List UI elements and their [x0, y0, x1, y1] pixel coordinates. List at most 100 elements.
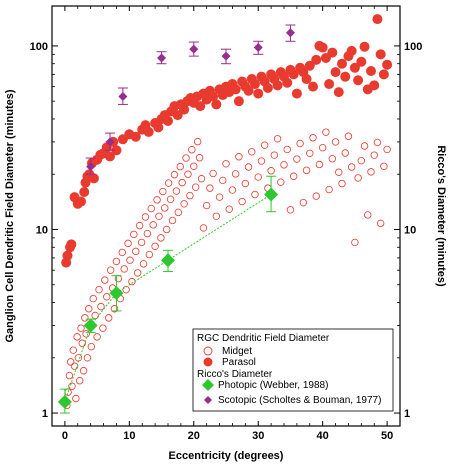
midget-point	[351, 238, 359, 247]
midget-point	[76, 377, 84, 385]
midget-point	[380, 162, 388, 170]
legend-group-rgc-title: RGC Dendritic Field Diameter	[197, 333, 330, 344]
midget-point	[87, 342, 96, 351]
midget-point	[318, 143, 327, 152]
midget-point	[328, 155, 337, 163]
parasol-point	[369, 80, 380, 91]
parasol-point	[359, 41, 370, 52]
axis-ticks: 0 10 20 30 40 50 1 1 10 10 100 100	[30, 6, 422, 442]
midget-point	[283, 145, 291, 154]
midget-point	[145, 250, 154, 259]
midget-point	[280, 161, 288, 169]
legend-parasol-label: Parasol	[222, 357, 256, 368]
midget-point	[225, 205, 233, 213]
midget-point	[193, 137, 202, 146]
legend-scotopic-marker	[204, 396, 212, 404]
midget-point	[325, 185, 333, 194]
midget-point	[238, 197, 246, 206]
midget-point	[228, 186, 237, 194]
midget-point	[155, 212, 163, 220]
parasol-point	[230, 84, 241, 95]
midget-point	[79, 367, 88, 375]
midget-point	[192, 183, 200, 191]
midget-point	[83, 354, 92, 362]
midget-point	[81, 314, 89, 322]
midget-point	[66, 358, 75, 366]
midget-point	[312, 192, 320, 200]
plot-area	[51, 5, 401, 427]
midget-point	[347, 163, 356, 171]
midget-point	[186, 191, 194, 200]
y-tick-label-right: 1	[404, 408, 410, 420]
midget-point	[299, 198, 308, 207]
parasol-point	[382, 59, 393, 70]
midget-point	[206, 184, 214, 192]
midget-point	[120, 265, 128, 273]
parasol-point	[288, 69, 299, 80]
parasol-point	[324, 79, 335, 90]
x-tick-label: 30	[252, 430, 264, 442]
midget-point	[65, 371, 74, 380]
parasol-point	[375, 49, 386, 60]
midget-point	[306, 149, 314, 158]
midget-point	[124, 239, 132, 248]
midget-point	[289, 172, 298, 180]
midget-point	[164, 179, 173, 187]
midget-point	[85, 305, 93, 313]
midget-point	[357, 156, 366, 165]
midget-point	[93, 333, 101, 341]
midget-point	[172, 187, 181, 195]
midget-point	[364, 211, 372, 219]
midget-point	[367, 168, 375, 176]
x-tick-label: 50	[381, 430, 393, 442]
parasol-point	[272, 80, 283, 91]
midget-point	[293, 155, 301, 163]
legend-photopic-marker	[202, 379, 214, 391]
x-tick-label: 20	[188, 430, 200, 442]
parasol-point	[366, 66, 376, 77]
y-tick-label-left: 1	[42, 408, 48, 420]
parasol-point	[282, 77, 293, 88]
midget-point	[73, 333, 81, 341]
midget-point	[370, 151, 378, 159]
parasol-point	[250, 79, 260, 90]
parasol-point	[378, 69, 389, 80]
data-marks	[57, 14, 393, 414]
parasol-point	[79, 187, 90, 198]
parasol-point	[346, 45, 357, 56]
midget-point	[360, 142, 369, 150]
parasol-point	[153, 122, 164, 133]
midget-point	[149, 221, 157, 229]
photopic-point	[161, 253, 175, 268]
midget-point	[69, 346, 77, 354]
scotopic-point	[221, 51, 231, 61]
midget-point	[130, 230, 138, 239]
parasol-point	[130, 131, 141, 142]
midget-point	[147, 204, 155, 213]
parasol-point	[76, 196, 86, 207]
parasol-point	[372, 14, 383, 25]
legend: RGC Dendritic Field Diameter Midget Para…	[192, 328, 394, 412]
legend-scotopic-label: Scotopic (Scholtes & Bouman, 1977)	[218, 395, 381, 406]
parasol-point	[353, 75, 364, 86]
parasol-point	[111, 145, 122, 156]
parasol-point	[233, 96, 244, 107]
midget-point	[197, 175, 206, 183]
midget-point	[335, 168, 343, 176]
midget-point	[286, 206, 295, 214]
midget-point	[322, 128, 330, 136]
midget-point	[222, 160, 230, 168]
midget-point	[302, 166, 311, 175]
midget-point	[105, 314, 113, 322]
midget-point	[132, 247, 140, 256]
midget-point	[110, 305, 119, 313]
midget-point	[270, 151, 279, 159]
x-tick-label: 40	[317, 430, 329, 442]
parasol-point	[208, 91, 219, 102]
parasol-point	[301, 74, 312, 85]
y-axis-label-right: Ricco's Diameter (minutes)	[435, 145, 447, 287]
y-tick-label-right: 10	[404, 224, 416, 236]
midget-point	[68, 382, 76, 390]
midget-point	[166, 195, 175, 204]
